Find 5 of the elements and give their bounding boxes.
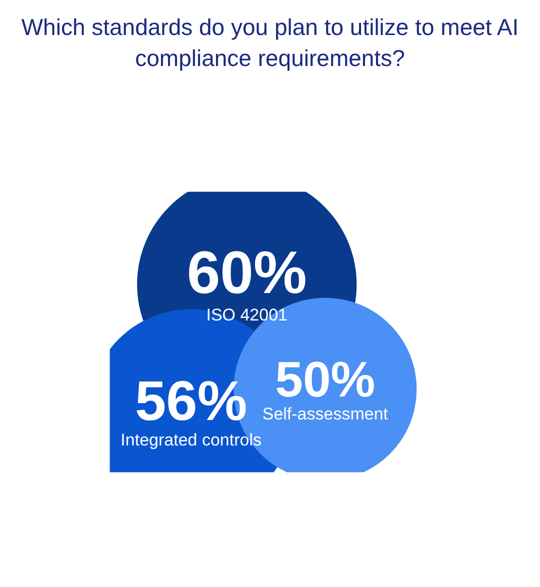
data-label: 56% (135, 368, 248, 432)
category-label: ISO 42001 (206, 306, 288, 325)
category-label: Integrated controls (120, 430, 262, 450)
text: Which standards do you plan to utilize to meet AI compliance requirements? (20, 13, 520, 73)
data-label: 60% (186, 239, 307, 306)
